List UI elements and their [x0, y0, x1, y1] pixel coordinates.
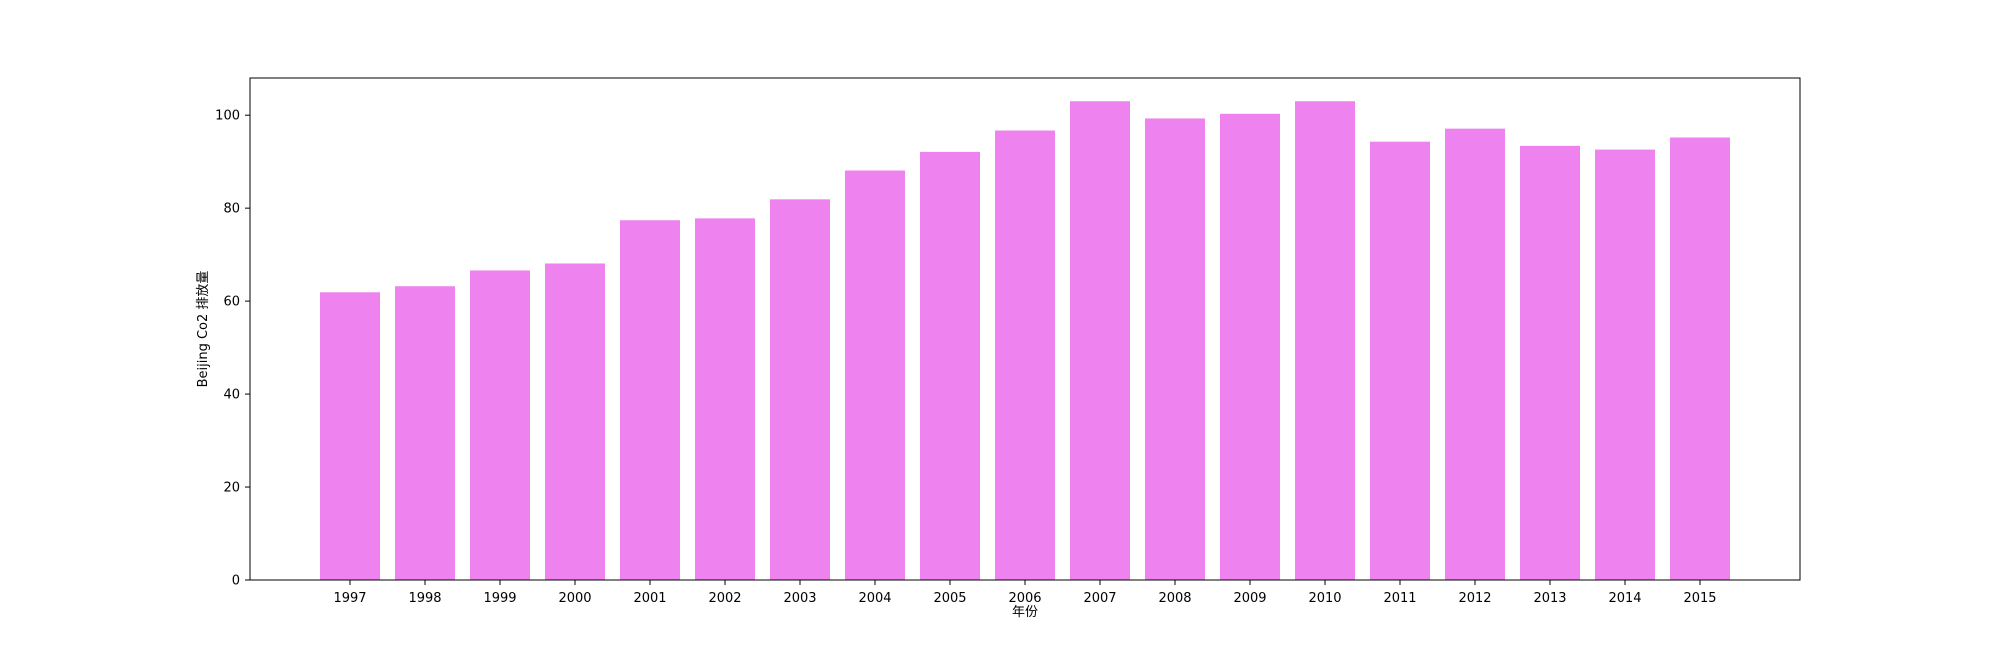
y-tick-label: 60 — [223, 295, 240, 310]
bar-2007 — [1070, 101, 1130, 581]
bar-2015 — [1670, 137, 1730, 581]
x-tick-label: 2005 — [933, 591, 966, 606]
x-tick-label: 2003 — [783, 591, 816, 606]
x-tick-label: 2011 — [1383, 591, 1416, 606]
x-tick-label: 1999 — [483, 591, 516, 606]
bar-2010 — [1295, 101, 1355, 581]
bar-2013 — [1520, 145, 1580, 580]
y-tick-label: 20 — [223, 481, 240, 496]
x-tick-label: 2013 — [1533, 591, 1566, 606]
y-tick-label: 100 — [215, 109, 240, 124]
bar-2012 — [1445, 128, 1505, 581]
bar-2014 — [1595, 149, 1655, 580]
x-tick-label: 2007 — [1083, 591, 1116, 606]
bar-2002 — [695, 218, 755, 580]
bar-2008 — [1145, 118, 1205, 580]
bar-1997 — [320, 292, 380, 580]
bar-2006 — [995, 130, 1055, 580]
y-tick-label: 80 — [223, 202, 240, 217]
x-tick-label: 2002 — [708, 591, 741, 606]
x-tick-label: 2015 — [1683, 591, 1716, 606]
x-tick-label: 2008 — [1158, 591, 1191, 606]
bar-2011 — [1370, 141, 1430, 580]
bar-1999 — [470, 270, 530, 580]
y-tick-label: 0 — [232, 574, 240, 589]
x-tick-label: 2010 — [1308, 591, 1341, 606]
bar-2009 — [1220, 113, 1280, 580]
x-tick-label: 2001 — [633, 591, 666, 606]
x-tick-label: 2012 — [1458, 591, 1491, 606]
bars-group — [320, 101, 1730, 581]
y-tick-label: 40 — [223, 388, 240, 403]
bar-1998 — [395, 286, 455, 580]
bar-2005 — [920, 151, 980, 580]
x-tick-label: 1997 — [333, 591, 366, 606]
x-tick-label: 1998 — [408, 591, 441, 606]
x-tick-label: 2004 — [858, 591, 891, 606]
x-tick-label: 2014 — [1608, 591, 1641, 606]
bar-2001 — [620, 220, 680, 580]
x-tick-label: 2009 — [1233, 591, 1266, 606]
y-axis-ticks: 0 20 40 60 80 100 — [215, 109, 250, 589]
x-axis-label: 年份 — [1012, 605, 1038, 620]
x-tick-label: 2006 — [1008, 591, 1041, 606]
x-tick-label: 2000 — [558, 591, 591, 606]
bar-2000 — [545, 263, 605, 580]
bar-2004 — [845, 170, 905, 580]
y-axis-label: Beijing Co2 排放量 — [196, 271, 211, 388]
x-axis-ticks: 1997 1998 1999 2000 2001 2002 2003 2004 2005 2006… — [333, 580, 1717, 606]
bar-2003 — [770, 199, 830, 581]
